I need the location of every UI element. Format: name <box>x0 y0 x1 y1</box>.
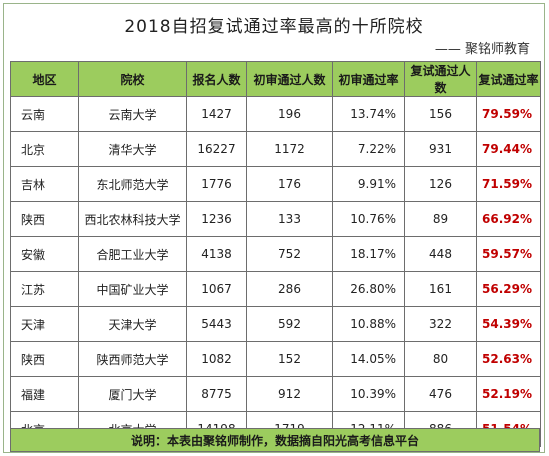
final-rate-cell: 71.59% <box>476 166 541 202</box>
final-passed-cell: 476 <box>404 376 477 412</box>
initial-passed-cell: 592 <box>246 306 333 342</box>
table-row: 陕西 西北农林科技大学 1236 133 10.76% 89 66.92% <box>10 201 541 237</box>
initial-rate-cell: 10.88% <box>332 306 405 342</box>
applicants-cell: 16227 <box>186 131 247 167</box>
initial-passed-cell: 152 <box>246 341 333 377</box>
region-cell: 北京 <box>10 131 79 167</box>
initial-rate-cell: 10.76% <box>332 201 405 237</box>
initial-passed-cell: 752 <box>246 236 333 272</box>
applicants-cell: 4138 <box>186 236 247 272</box>
header-final-rate: 复试通过率 <box>476 61 541 97</box>
final-passed-cell: 161 <box>404 271 477 307</box>
initial-rate-cell: 10.39% <box>332 376 405 412</box>
final-rate-cell: 79.44% <box>476 131 541 167</box>
initial-rate-cell: 13.74% <box>332 96 405 132</box>
table-header-row: 地区 院校 报名人数 初审通过人数 初审通过率 复试通过人数 复试通过率 <box>10 61 541 97</box>
final-passed-cell: 448 <box>404 236 477 272</box>
applicants-cell: 1082 <box>186 341 247 377</box>
final-rate-cell: 52.19% <box>476 376 541 412</box>
school-cell: 清华大学 <box>78 131 187 167</box>
table-row: 天津 天津大学 5443 592 10.88% 322 54.39% <box>10 306 541 342</box>
table-row: 江苏 中国矿业大学 1067 286 26.80% 161 56.29% <box>10 271 541 307</box>
region-cell: 陕西 <box>10 341 79 377</box>
table-row: 安徽 合肥工业大学 4138 752 18.17% 448 59.57% <box>10 236 541 272</box>
region-cell: 天津 <box>10 306 79 342</box>
region-cell: 江苏 <box>10 271 79 307</box>
header-applicants: 报名人数 <box>186 61 247 97</box>
final-passed-cell: 126 <box>404 166 477 202</box>
initial-passed-cell: 196 <box>246 96 333 132</box>
region-cell: 云南 <box>10 96 79 132</box>
table-row: 北京 清华大学 16227 1172 7.22% 931 79.44% <box>10 131 541 167</box>
final-rate-cell: 54.39% <box>476 306 541 342</box>
final-rate-cell: 52.63% <box>476 341 541 377</box>
school-cell: 云南大学 <box>78 96 187 132</box>
initial-passed-cell: 912 <box>246 376 333 412</box>
final-passed-cell: 931 <box>404 131 477 167</box>
school-cell: 陕西师范大学 <box>78 341 187 377</box>
school-cell: 西北农林科技大学 <box>78 201 187 237</box>
initial-passed-cell: 1172 <box>246 131 333 167</box>
footer-note: 说明：本表由聚铭师制作，数据摘自阳光高考信息平台 <box>10 428 540 452</box>
header-school: 院校 <box>78 61 187 97</box>
final-rate-cell: 59.57% <box>476 236 541 272</box>
school-cell: 天津大学 <box>78 306 187 342</box>
final-passed-cell: 89 <box>404 201 477 237</box>
ranking-table: 地区 院校 报名人数 初审通过人数 初审通过率 复试通过人数 复试通过率 云南云… <box>10 61 541 447</box>
initial-passed-cell: 133 <box>246 201 333 237</box>
header-initial-rate: 初审通过率 <box>332 61 405 97</box>
applicants-cell: 1427 <box>186 96 247 132</box>
final-rate-cell: 66.92% <box>476 201 541 237</box>
final-rate-cell: 56.29% <box>476 271 541 307</box>
applicants-cell: 8775 <box>186 376 247 412</box>
header-final-passed: 复试通过人数 <box>404 61 477 97</box>
table-row: 吉林 东北师范大学 1776 176 9.91% 126 71.59% <box>10 166 541 202</box>
page-title: 2018自招复试通过率最高的十所院校 <box>124 17 424 37</box>
final-passed-cell: 80 <box>404 341 477 377</box>
header-region: 地区 <box>10 61 79 97</box>
applicants-cell: 1236 <box>186 201 247 237</box>
document-frame: 2018自招复试通过率最高的十所院校 —— 聚铭师教育 地区 院校 报名人数 初… <box>3 3 545 453</box>
applicants-cell: 1067 <box>186 271 247 307</box>
initial-rate-cell: 9.91% <box>332 166 405 202</box>
final-passed-cell: 156 <box>404 96 477 132</box>
table-row: 云南 云南大学 1427 196 13.74% 156 79.59% <box>10 96 541 132</box>
initial-passed-cell: 286 <box>246 271 333 307</box>
initial-rate-cell: 14.05% <box>332 341 405 377</box>
region-cell: 安徽 <box>10 236 79 272</box>
region-cell: 陕西 <box>10 201 79 237</box>
initial-rate-cell: 7.22% <box>332 131 405 167</box>
school-cell: 东北师范大学 <box>78 166 187 202</box>
school-cell: 中国矿业大学 <box>78 271 187 307</box>
source-credit: —— 聚铭师教育 <box>434 42 530 57</box>
region-cell: 吉林 <box>10 166 79 202</box>
applicants-cell: 5443 <box>186 306 247 342</box>
header-initial-passed: 初审通过人数 <box>246 61 333 97</box>
final-rate-cell: 79.59% <box>476 96 541 132</box>
table-row: 福建 厦门大学 8775 912 10.39% 476 52.19% <box>10 376 541 412</box>
initial-rate-cell: 18.17% <box>332 236 405 272</box>
final-passed-cell: 322 <box>404 306 477 342</box>
region-cell: 福建 <box>10 376 79 412</box>
table-row: 陕西 陕西师范大学 1082 152 14.05% 80 52.63% <box>10 341 541 377</box>
school-cell: 合肥工业大学 <box>78 236 187 272</box>
applicants-cell: 1776 <box>186 166 247 202</box>
initial-rate-cell: 26.80% <box>332 271 405 307</box>
initial-passed-cell: 176 <box>246 166 333 202</box>
school-cell: 厦门大学 <box>78 376 187 412</box>
